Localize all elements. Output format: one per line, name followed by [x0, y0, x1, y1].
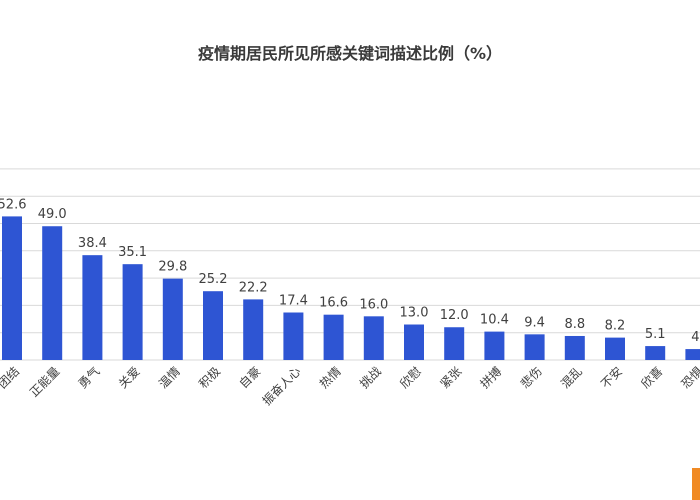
data-label: 12.0 — [440, 308, 469, 323]
category-label: 热情 — [317, 364, 344, 391]
data-label: 16.6 — [319, 296, 348, 311]
category-label: 关爱 — [116, 364, 143, 391]
data-label: 16.0 — [359, 297, 388, 312]
category-label: 不安 — [598, 364, 626, 392]
category-label: 挑战 — [357, 364, 384, 391]
data-label: 29.8 — [158, 260, 187, 275]
category-label: 温情 — [156, 364, 183, 391]
data-label: 49.0 — [38, 207, 67, 222]
data-label: 5.1 — [645, 327, 666, 342]
bar — [2, 216, 22, 360]
data-label: 8.8 — [564, 317, 585, 332]
data-label: 8.2 — [605, 319, 626, 334]
bar — [162, 278, 183, 360]
data-label: 22.2 — [239, 280, 268, 295]
data-label: 25.2 — [199, 272, 228, 287]
category-label: 勇气 — [75, 364, 103, 392]
data-label: 35.1 — [118, 245, 147, 260]
bar — [122, 264, 143, 360]
category-label: 恐惧 — [678, 364, 700, 392]
bar — [283, 312, 304, 360]
category-label: 正能量 — [27, 364, 62, 399]
bar — [645, 346, 666, 360]
category-label: 积极 — [196, 364, 223, 391]
data-label: 9.4 — [524, 315, 545, 330]
bar — [564, 335, 585, 360]
bar — [82, 255, 103, 360]
data-label: 38.4 — [78, 236, 107, 251]
category-label: 欣喜 — [638, 364, 665, 391]
category-label: 自豪 — [236, 364, 264, 392]
bar — [203, 291, 223, 360]
category-label: 拼搏 — [478, 364, 505, 391]
category-label: 混乱 — [558, 364, 585, 391]
category-label: 紧张 — [437, 364, 464, 391]
bar — [484, 331, 505, 360]
gridlines — [0, 168, 700, 361]
data-label: 10.4 — [480, 313, 509, 328]
bar — [404, 324, 424, 360]
orange-corner-mark — [692, 468, 700, 500]
bar — [243, 299, 264, 360]
data-label: 4 — [691, 330, 699, 345]
category-label: 悲伤 — [517, 364, 545, 392]
category-label: 欣慰 — [397, 364, 424, 391]
bars — [2, 216, 700, 360]
bar — [685, 349, 700, 360]
data-label: 13.0 — [400, 306, 429, 321]
chart-title: 疫情期居民所见所感关键词描述比例（%） — [198, 44, 502, 63]
category-label: 振奋人心 — [260, 364, 304, 408]
bar — [524, 334, 545, 360]
bar — [323, 314, 344, 360]
bar — [363, 316, 384, 360]
data-label: 52.6 — [0, 197, 26, 212]
category-label: 团结 — [0, 364, 22, 391]
value-labels: 52.6 49.0 38.4 35.1 29.8 25.2 22.2 17.4 16.6 16.0… — [0, 197, 700, 345]
bar — [42, 226, 63, 360]
data-label: 17.4 — [279, 293, 308, 308]
bar — [444, 327, 465, 360]
bar — [605, 337, 625, 360]
